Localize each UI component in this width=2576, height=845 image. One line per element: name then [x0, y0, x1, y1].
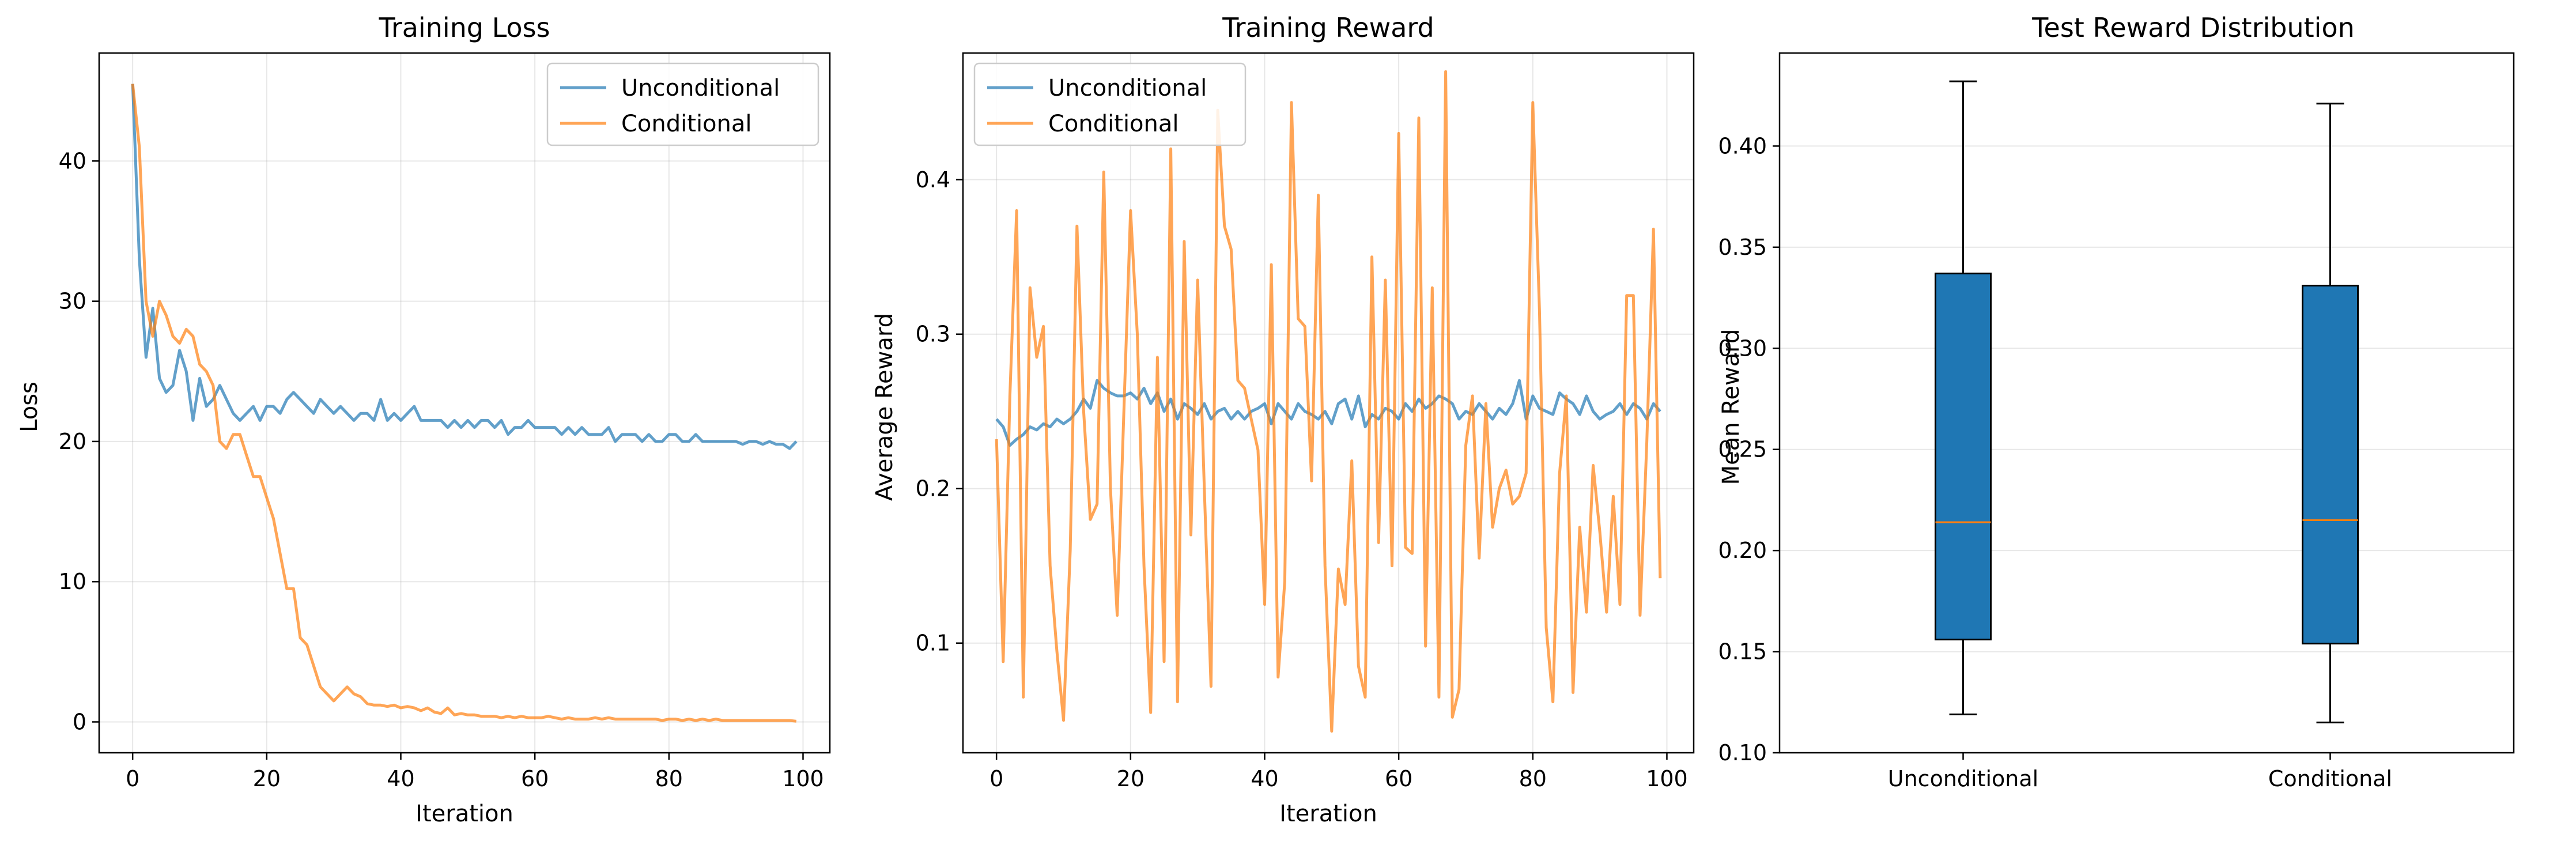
axes-frame — [962, 52, 1695, 754]
box-conditional — [2302, 103, 2359, 723]
x-tick-label: 0 — [989, 766, 1003, 791]
training-reward-plot-area: 0 20 40 60 80 100 0.1 0.2 0.3 0.4 Unconditional Con… — [916, 52, 1695, 791]
training-reward-title: Training Reward — [1222, 12, 1434, 43]
test-reward-ylabel: Mean Reward — [1718, 329, 1744, 485]
iqr-box — [2302, 284, 2359, 645]
series-line-conditional — [131, 84, 797, 723]
y-tick-label: 0 — [73, 709, 86, 734]
x-tick-label: 40 — [1251, 766, 1278, 791]
y-tick-label: 30 — [59, 289, 86, 314]
legend: Unconditional Conditional — [973, 62, 1247, 146]
y-tick-label: 0.25 — [1718, 437, 1767, 462]
y-tick-label: 0.35 — [1718, 235, 1767, 260]
legend-label-unconditional: Unconditional — [1048, 75, 1207, 101]
x-tick-label: 100 — [1646, 766, 1688, 791]
axes-frame — [1778, 52, 2515, 754]
test-reward-title: Test Reward Distribution — [2031, 12, 2355, 43]
test-reward-panel: Test Reward Distribution Mean Reward Unc… — [1718, 12, 2515, 791]
training-loss-ylabel: Loss — [16, 382, 43, 432]
x-tick-label: 100 — [782, 766, 824, 791]
training-loss-title: Training Loss — [378, 12, 550, 43]
training-reward-xlabel: Iteration — [1279, 801, 1377, 827]
y-tick-label: 0.30 — [1718, 335, 1767, 361]
training-reward-ylabel: Average Reward — [871, 313, 898, 501]
x-tick-label: Conditional — [2268, 766, 2392, 791]
y-tick-label: 0.10 — [1718, 740, 1767, 765]
x-tick-label: 80 — [655, 766, 683, 791]
y-tick-label: 0.20 — [1718, 538, 1767, 563]
y-tick-label: 0.3 — [916, 322, 950, 347]
iqr-box — [1935, 272, 1992, 641]
training-reward-panel: Training Reward Iteration Average Reward… — [871, 12, 1695, 827]
y-tick-label: 0.40 — [1718, 133, 1767, 159]
legend-label-unconditional: Unconditional — [621, 75, 780, 101]
x-tick-label: 80 — [1519, 766, 1547, 791]
axes-frame — [98, 52, 831, 754]
x-tick-label: 60 — [1385, 766, 1412, 791]
y-tick-label: 10 — [59, 569, 86, 594]
box-unconditional — [1935, 80, 1992, 715]
y-tick-label: 20 — [59, 429, 86, 454]
training-loss-xlabel: Iteration — [416, 801, 513, 827]
training-loss-plot-area: 0 20 40 60 80 100 0 10 20 30 40 Unconditional Condit… — [59, 52, 831, 791]
x-tick-label: 60 — [521, 766, 549, 791]
x-tick-label: 0 — [126, 766, 139, 791]
legend: Unconditional Conditional — [546, 62, 819, 146]
test-reward-plot-area: Unconditional Conditional 0.10 0.15 0.20 0.25… — [1718, 52, 2515, 791]
training-loss-panel: Training Loss Iteration Loss 0 20 40 60 80 10… — [16, 12, 831, 827]
y-tick-label: 0.2 — [916, 476, 950, 501]
x-tick-label: Unconditional — [1888, 766, 2038, 791]
x-tick-label: 20 — [1117, 766, 1145, 791]
x-tick-label: 40 — [387, 766, 414, 791]
series-line-conditional — [995, 70, 1662, 733]
y-tick-label: 40 — [59, 148, 86, 173]
y-tick-label: 0.1 — [916, 631, 950, 656]
y-tick-label: 0.15 — [1718, 639, 1767, 665]
legend-box — [973, 62, 1247, 146]
legend-label-conditional: Conditional — [1048, 111, 1179, 137]
y-tick-label: 0.4 — [916, 167, 950, 193]
legend-label-conditional: Conditional — [621, 111, 752, 137]
legend-box — [546, 62, 819, 146]
x-tick-label: 20 — [253, 766, 281, 791]
series-line-unconditional — [131, 84, 798, 450]
